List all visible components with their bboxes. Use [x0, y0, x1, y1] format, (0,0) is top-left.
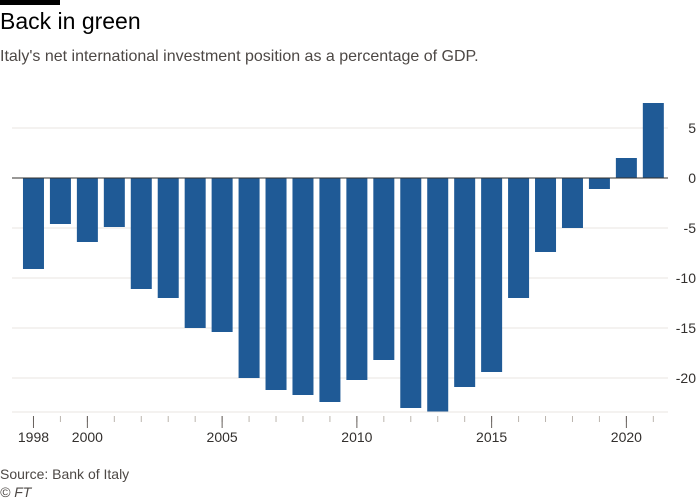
bar [561, 178, 583, 228]
bar [76, 178, 98, 242]
bar [454, 178, 476, 387]
y-tick-label: 5 [688, 120, 696, 136]
bar [588, 178, 610, 189]
y-tick-label: -10 [676, 270, 696, 286]
bar [373, 178, 395, 360]
bar [642, 103, 664, 178]
y-tick-label: -15 [676, 320, 696, 336]
ft-credit: © FT [0, 484, 32, 500]
bar [615, 158, 637, 178]
x-tick-label: 2020 [611, 429, 642, 445]
x-tick-label: 2015 [476, 429, 507, 445]
bar [346, 178, 368, 380]
source-note: Source: Bank of Italy [0, 466, 130, 482]
bar [49, 178, 71, 224]
y-tick-label: -20 [676, 370, 696, 386]
x-tick-label: 2000 [72, 429, 103, 445]
y-tick-label: -5 [684, 220, 697, 236]
bar [400, 178, 422, 408]
bar [319, 178, 341, 402]
x-tick-label: 1998 [18, 429, 49, 445]
chart-title: Back in green [0, 8, 141, 34]
bar [22, 178, 44, 269]
y-tick-label: 0 [688, 170, 696, 186]
bar [130, 178, 152, 289]
bar [238, 178, 260, 378]
bar [481, 178, 503, 372]
bar [157, 178, 179, 298]
bar [427, 178, 449, 412]
bar [535, 178, 557, 252]
bar [265, 178, 287, 390]
bar [211, 178, 233, 332]
bar [184, 178, 206, 328]
chart-subtitle: Italy's net international investment pos… [0, 48, 479, 65]
x-tick-label: 2005 [207, 429, 238, 445]
bar [292, 178, 314, 395]
bar [508, 178, 530, 298]
bar [103, 178, 125, 227]
x-tick-label: 2010 [341, 429, 372, 445]
title-rule [0, 0, 60, 5]
